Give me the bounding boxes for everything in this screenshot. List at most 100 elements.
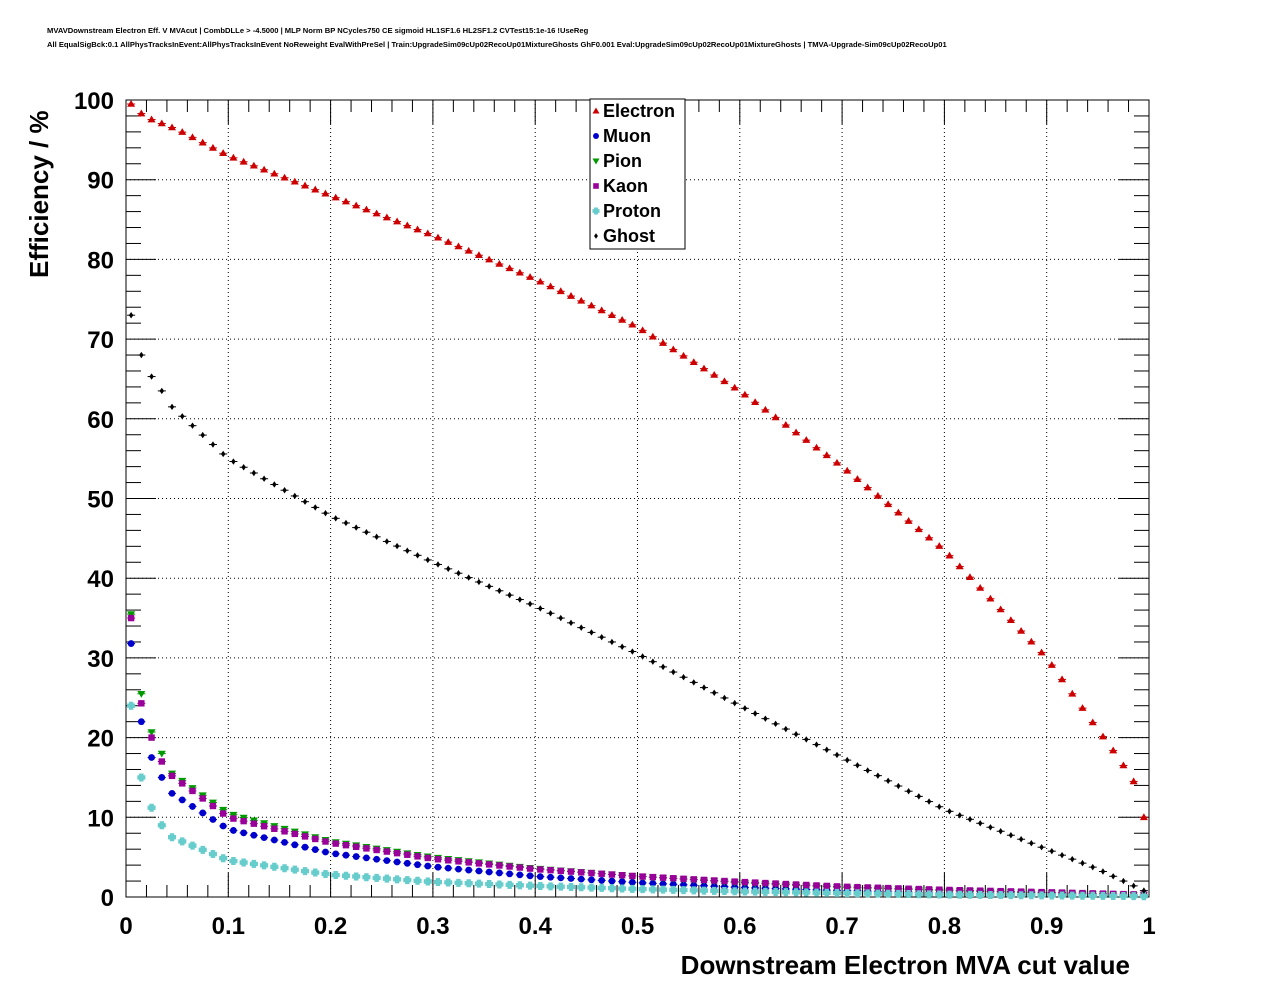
data-point-kaon	[895, 885, 902, 892]
data-point-kaon	[782, 880, 790, 888]
data-point-kaon	[179, 780, 186, 787]
data-point-proton	[935, 890, 944, 899]
data-point-proton	[393, 875, 402, 884]
data-point-proton	[792, 888, 801, 897]
data-point-muon	[352, 853, 360, 860]
data-point-muon	[137, 718, 145, 726]
legend-label-proton: Proton	[603, 201, 661, 221]
data-point-electron	[751, 398, 760, 406]
data-point-ghost	[589, 629, 594, 636]
data-point-kaon	[373, 846, 380, 854]
data-point-kaon	[659, 874, 667, 881]
data-point-proton	[659, 885, 668, 894]
data-point-electron	[986, 594, 995, 602]
data-point-electron	[229, 153, 238, 161]
data-point-proton	[567, 882, 576, 891]
data-point-proton	[853, 889, 862, 898]
data-point-ghost	[824, 746, 829, 753]
data-point-muon	[536, 873, 544, 880]
data-point-proton	[1058, 891, 1067, 900]
data-point-kaon	[966, 887, 974, 894]
data-point-proton	[884, 889, 893, 898]
data-point-electron	[188, 133, 197, 141]
data-point-electron	[1139, 813, 1148, 821]
data-point-proton	[536, 882, 545, 891]
data-point-pion	[137, 690, 146, 698]
data-point-proton	[413, 876, 422, 885]
y-tick-label: 80	[87, 247, 114, 274]
data-point-electron	[270, 169, 279, 177]
data-point-proton	[751, 887, 760, 896]
data-point-proton	[505, 880, 514, 889]
data-point-electron	[914, 525, 923, 533]
data-point-kaon	[567, 868, 575, 875]
data-point-proton	[157, 821, 166, 830]
data-point-proton	[771, 887, 780, 896]
data-point-ghost	[671, 668, 676, 676]
data-point-kaon	[393, 849, 401, 857]
data-point-electron	[699, 364, 708, 372]
data-point-kaon	[823, 882, 830, 890]
data-point-proton	[219, 854, 228, 863]
data-point-pion	[127, 611, 136, 619]
data-point-kaon	[455, 858, 462, 865]
series-proton	[127, 701, 1148, 901]
data-point-ghost	[1090, 863, 1095, 871]
data-point-ghost	[875, 772, 881, 779]
data-point-proton	[198, 845, 207, 854]
data-point-kaon	[496, 862, 503, 869]
data-point-ghost	[425, 556, 431, 564]
legend-label-kaon: Kaon	[603, 176, 648, 196]
data-point-ghost	[241, 464, 246, 471]
data-point-electron	[157, 119, 166, 127]
data-point-kaon	[639, 873, 646, 880]
legend-label-electron: Electron	[603, 101, 675, 121]
data-point-ghost	[180, 413, 185, 420]
data-point-ghost	[804, 736, 809, 743]
data-point-muon	[332, 850, 340, 858]
data-point-electron	[1068, 689, 1077, 697]
data-point-electron	[1129, 777, 1138, 785]
data-point-proton	[914, 890, 923, 899]
data-point-proton	[444, 878, 453, 887]
data-point-ghost	[446, 565, 451, 573]
data-point-ghost	[1100, 868, 1106, 875]
data-point-muon	[403, 859, 411, 867]
y-tick-label: 90	[87, 168, 114, 195]
data-point-kaon	[721, 877, 728, 885]
data-point-ghost	[456, 570, 461, 577]
data-point-ghost	[313, 504, 318, 511]
data-point-muon	[506, 870, 514, 878]
data-point-kaon	[547, 866, 554, 874]
data-point-kaon	[618, 872, 626, 879]
data-point-muon	[291, 841, 299, 849]
data-point-electron	[280, 173, 289, 181]
data-point-electron	[495, 259, 504, 267]
data-point-proton	[648, 885, 657, 894]
x-tick-label: 0.2	[314, 913, 347, 940]
data-point-muon	[270, 836, 278, 844]
legend-marker-electron	[592, 107, 600, 114]
data-point-kaon	[404, 851, 411, 858]
data-point-proton	[1139, 892, 1148, 901]
data-point-ghost	[282, 487, 287, 494]
data-point-proton	[1068, 891, 1077, 900]
data-point-ghost	[916, 793, 922, 800]
data-point-ghost	[497, 587, 502, 594]
data-point-ghost	[722, 694, 727, 702]
data-point-kaon	[291, 830, 298, 838]
data-point-proton	[945, 890, 954, 899]
data-point-pion	[157, 750, 166, 758]
data-point-muon	[495, 869, 503, 877]
data-point-muon	[363, 854, 370, 862]
data-point-electron	[321, 189, 330, 197]
data-point-muon	[322, 848, 329, 856]
data-point-electron	[761, 405, 770, 413]
legend-marker-ghost	[594, 233, 598, 239]
data-point-electron	[1119, 761, 1128, 769]
y-axis-title: Efficiency / %	[24, 110, 54, 278]
y-tick-label: 10	[87, 805, 114, 832]
data-point-kaon	[649, 873, 657, 881]
chart-header-line-1: MVAVDownstream Electron Eff. V MVAcut | …	[47, 26, 589, 35]
data-point-muon	[608, 877, 616, 885]
